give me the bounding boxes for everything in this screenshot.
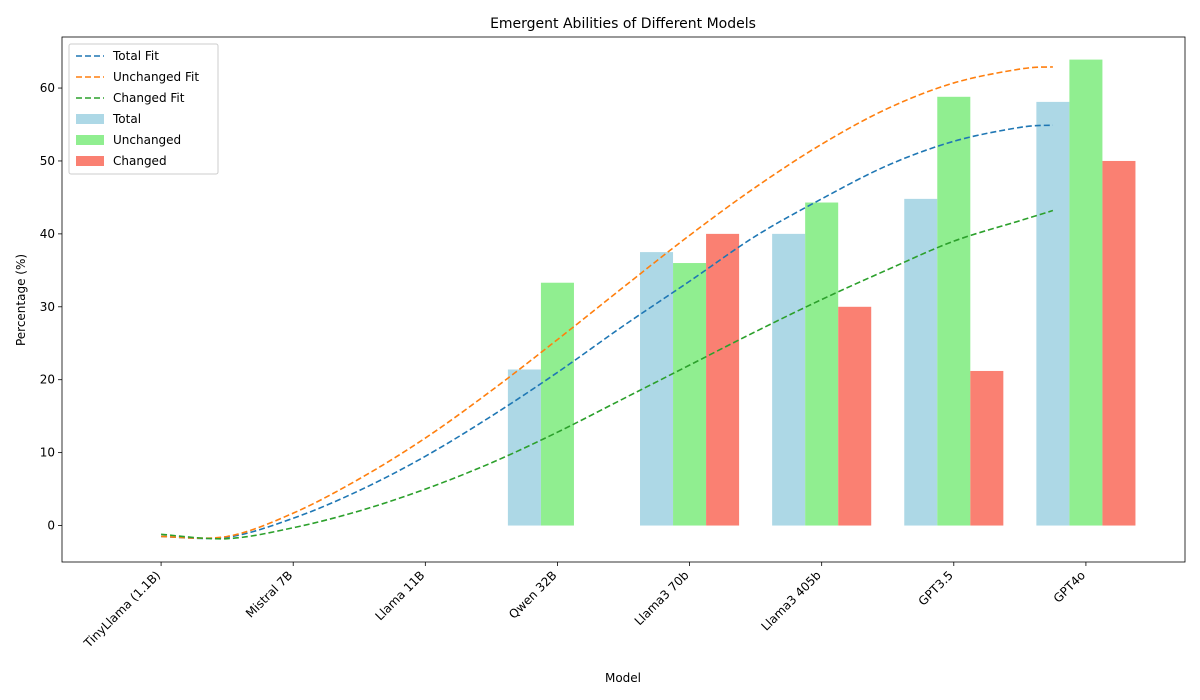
x-axis: TinyLlama (1.1B) Mistral 7B Llama 11B Qwen … xyxy=(81,562,1088,651)
x-axis-label: Model xyxy=(605,671,641,685)
y-tick-label: 10 xyxy=(40,446,55,460)
legend-swatch xyxy=(76,156,104,166)
bar-changed-6 xyxy=(970,370,1004,526)
x-tick-label: GPT3.5 xyxy=(916,568,956,608)
x-tick-label: Llama 11B xyxy=(372,568,427,623)
x-tick-label: TinyLlama (1.1B) xyxy=(81,568,164,651)
y-tick-label: 40 xyxy=(40,227,55,241)
bar-changed-4 xyxy=(706,233,740,526)
y-tick-label: 50 xyxy=(40,154,55,168)
y-axis-label: Percentage (%) xyxy=(14,254,28,346)
bar-unchanged-5 xyxy=(805,202,839,526)
legend-entry: Changed xyxy=(113,154,167,168)
chart-title: Emergent Abilities of Different Models xyxy=(490,16,756,32)
legend-entry: Unchanged Fit xyxy=(113,70,199,84)
bar-unchanged-4 xyxy=(673,263,707,526)
bar-unchanged-6 xyxy=(937,96,971,526)
bar-unchanged-3 xyxy=(540,282,574,526)
plot-area xyxy=(161,59,1136,540)
x-tick-label: GPT4o xyxy=(1051,568,1088,605)
legend-entry: Total Fit xyxy=(112,49,159,63)
x-tick-label: Llama3 405b xyxy=(758,568,823,633)
legend-entry: Changed Fit xyxy=(113,91,185,105)
fit-line-1 xyxy=(161,66,1053,540)
bar-changed-5 xyxy=(838,306,872,526)
fit-line-0 xyxy=(161,124,1053,540)
fit-line-2 xyxy=(161,209,1054,540)
y-tick-label: 60 xyxy=(40,81,55,95)
bar-total-4 xyxy=(640,252,674,526)
bar-changed-7 xyxy=(1102,160,1136,526)
legend-swatch xyxy=(76,135,104,145)
legend-box xyxy=(68,43,219,175)
y-axis: 0 10 20 30 40 50 60 xyxy=(40,81,62,533)
x-tick-label: Mistral 7B xyxy=(243,568,295,620)
bar-total-7 xyxy=(1036,101,1070,526)
legend: Total Fit Unchanged Fit Changed Fit Total Un… xyxy=(68,43,219,175)
bar-total-5 xyxy=(772,233,806,526)
y-tick-label: 20 xyxy=(40,373,55,387)
bar-total-6 xyxy=(904,198,938,526)
bar-unchanged-7 xyxy=(1069,59,1103,526)
legend-swatch xyxy=(76,114,104,124)
x-tick-label: Llama3 70b xyxy=(632,568,692,628)
legend-entry: Unchanged xyxy=(113,133,181,147)
y-tick-label: 0 xyxy=(47,519,55,533)
x-tick-label: Qwen 32B xyxy=(506,568,559,621)
y-tick-label: 30 xyxy=(40,300,55,314)
axes-frame xyxy=(61,36,1186,563)
legend-entry: Total xyxy=(112,112,141,126)
